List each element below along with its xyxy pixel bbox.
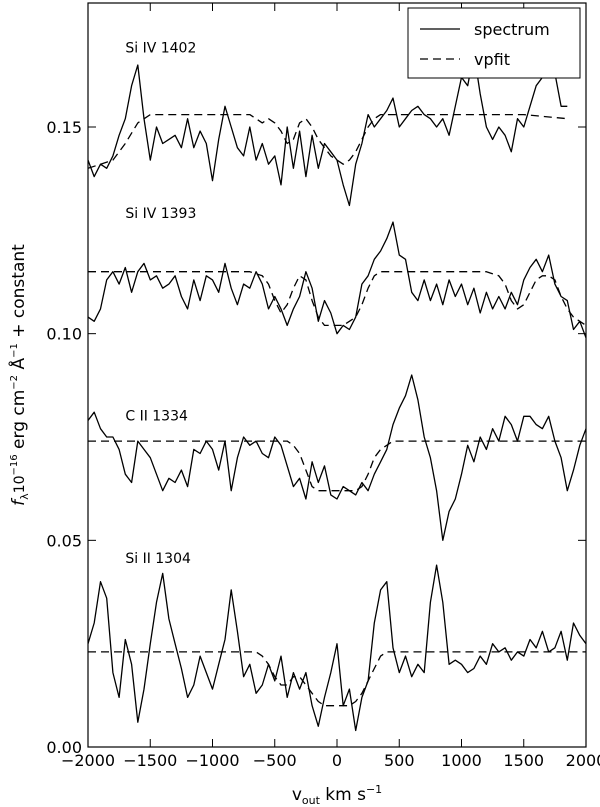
spectrum-line-3 xyxy=(88,564,586,732)
x-tick-label: −500 xyxy=(253,751,297,770)
vpfit-line-1 xyxy=(88,271,586,327)
line-label: Si IV 1393 xyxy=(125,206,196,222)
vpfit-line-3 xyxy=(88,651,586,707)
line-label: Si IV 1402 xyxy=(125,41,196,57)
y-axis-label: fλ10−16 erg cm−2 Å−1 + constant xyxy=(7,244,31,506)
x-tick-label: 500 xyxy=(384,751,415,770)
x-axis-label: vout km s−1 xyxy=(292,783,382,807)
x-tick-label: −1500 xyxy=(123,751,177,770)
spectrum-line-0 xyxy=(88,51,568,207)
x-tick-label: 1000 xyxy=(441,751,482,770)
spectrum-line-2 xyxy=(88,374,586,541)
x-tick-label: 0 xyxy=(332,751,342,770)
line-label: Si II 1304 xyxy=(125,551,191,567)
y-tick-label: 0.00 xyxy=(46,738,82,757)
legend-label-vpfit: vpfit xyxy=(474,50,510,69)
legend: spectrum vpfit xyxy=(407,7,581,79)
x-tick-label: −1000 xyxy=(185,751,239,770)
plot-area xyxy=(88,51,586,732)
line-label: C II 1334 xyxy=(125,408,188,424)
y-tick-label: 0.15 xyxy=(46,118,82,137)
vpfit-line-0 xyxy=(88,113,568,169)
axis-ticks: −2000 −1500 −1000 −500 0 500 1000 1500 2000 0.00 0… xyxy=(46,3,600,770)
x-tick-label: 2000 xyxy=(566,751,600,770)
x-tick-label: 1500 xyxy=(503,751,544,770)
vpfit-line-2 xyxy=(88,440,586,492)
spectrum-line-1 xyxy=(88,221,586,339)
x-tick-label: −2000 xyxy=(61,751,115,770)
y-tick-label: 0.05 xyxy=(46,531,82,550)
legend-label-spectrum: spectrum xyxy=(474,20,550,39)
y-tick-label: 0.10 xyxy=(46,325,82,344)
legend-box xyxy=(407,7,581,79)
line-labels: Si IV 1402 Si IV 1393 C II 1334 Si II 1304 xyxy=(125,41,196,567)
